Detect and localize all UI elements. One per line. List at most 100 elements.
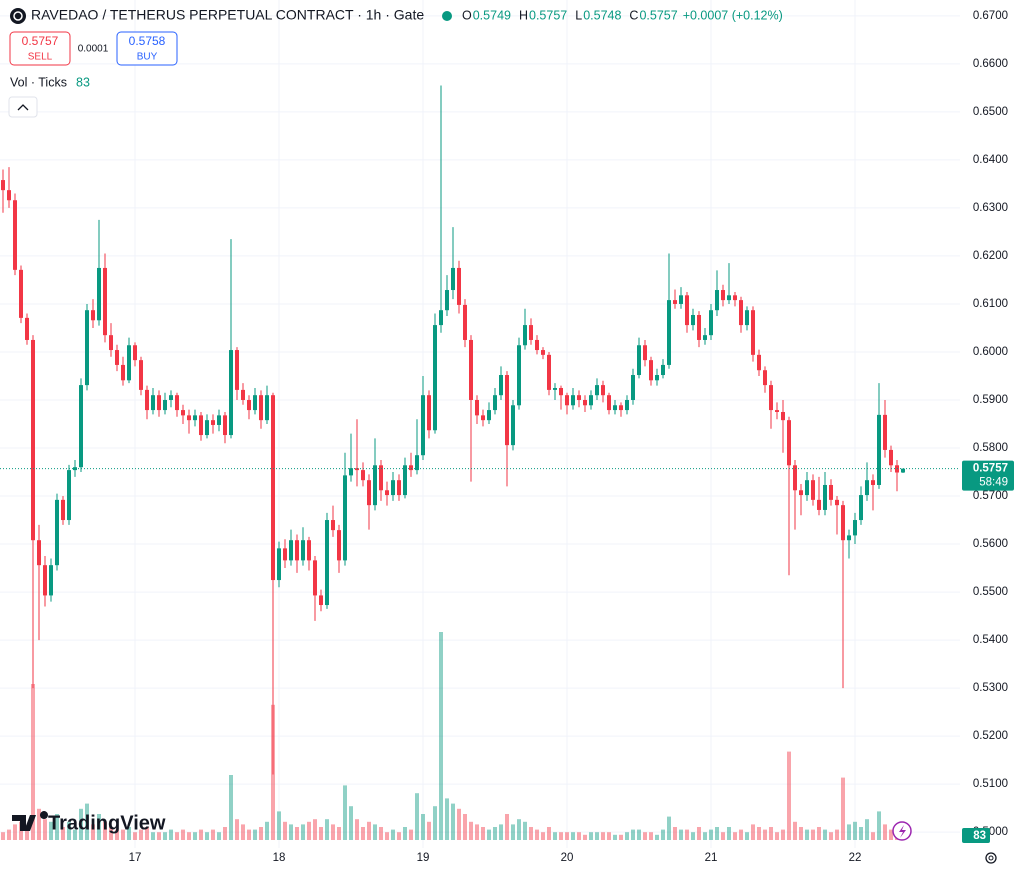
candle-body — [259, 395, 263, 421]
candle-body — [19, 269, 23, 318]
candle-body — [223, 415, 227, 436]
y-tick-label: 0.5900 — [973, 394, 1008, 406]
settings-button[interactable] — [985, 852, 997, 864]
candle-body — [241, 389, 245, 400]
candle-body — [865, 480, 869, 496]
sell-button[interactable] — [9, 31, 71, 66]
volume-bar — [427, 821, 431, 840]
candle-body — [361, 470, 365, 481]
candle-body — [121, 364, 125, 381]
candle-body — [169, 395, 173, 400]
ohlc-key: C — [629, 8, 638, 22]
time-axis: 17 18 19 20 21 22 — [129, 852, 862, 864]
settings-icon — [988, 855, 994, 861]
volume-bar — [763, 829, 767, 840]
volume-bar — [655, 834, 659, 840]
volume-bar — [829, 832, 833, 840]
y-tick-label: 0.6500 — [973, 106, 1008, 118]
candle-body — [1, 180, 5, 191]
candle-body — [451, 267, 455, 291]
candle-body — [757, 354, 761, 371]
volume-bar — [889, 829, 893, 840]
candle-body — [151, 395, 155, 411]
candle-body — [175, 395, 179, 411]
volume-bar — [589, 832, 593, 840]
volume-bar — [397, 832, 401, 840]
volume-bar — [613, 834, 617, 840]
volume-legend[interactable]: Vol · Ticks — [10, 75, 67, 89]
candle-body — [343, 475, 347, 561]
volume-bar — [553, 832, 557, 840]
collapse-button[interactable] — [8, 96, 38, 118]
candle-body — [187, 415, 191, 421]
volume-bar — [787, 751, 791, 840]
volume-bar — [565, 832, 569, 840]
candle-body — [733, 295, 737, 301]
candle-body — [703, 335, 707, 340]
ohlc-value: 0.5757 — [639, 8, 677, 22]
volume-bar — [121, 829, 125, 840]
volume-bar — [169, 829, 173, 840]
price-axis: 0.50000.51000.52000.53000.54000.55000.56… — [962, 10, 1014, 843]
candle-body — [691, 314, 695, 326]
volume-bar — [241, 824, 245, 840]
sell-price: 0.5757 — [22, 34, 59, 48]
volume-bar — [307, 821, 311, 840]
ohlc-legend: O 0.5749 H 0.5757 L 0.5748 C 0.5757 +0.0007 (+0.… — [462, 8, 783, 22]
candle-body — [835, 499, 839, 506]
volume-bar — [541, 832, 545, 840]
y-tick-label: 0.5200 — [973, 730, 1008, 742]
candle-body — [715, 290, 719, 311]
y-tick-label: 0.5500 — [973, 586, 1008, 598]
y-tick-label: 0.6000 — [973, 346, 1008, 358]
volume-bar — [643, 832, 647, 840]
volume-bar — [451, 803, 455, 840]
volume-bar — [481, 827, 485, 840]
volume-bar — [499, 824, 503, 840]
volume-bar — [703, 832, 707, 840]
volume-bar — [751, 824, 755, 840]
candle-body — [559, 387, 563, 396]
volume-bar — [187, 832, 191, 840]
lightning-icon — [899, 825, 906, 838]
volume-bar — [193, 832, 197, 840]
candle-body — [103, 267, 107, 336]
candle-body — [661, 364, 665, 376]
volume-bar — [85, 803, 89, 840]
volume-bar — [733, 832, 737, 840]
volume-bar — [805, 829, 809, 840]
volume-layer — [1, 632, 905, 840]
candle-body — [769, 385, 773, 411]
volume-bar — [871, 832, 875, 840]
volume-bar — [139, 829, 143, 840]
status-dot — [442, 11, 452, 21]
candle-body — [61, 499, 65, 521]
volume-bar — [265, 821, 269, 840]
volume-bar — [529, 827, 533, 840]
candle-body — [37, 540, 41, 566]
buy-label: BUY — [137, 52, 158, 63]
candle-body — [85, 310, 89, 386]
candle-body — [475, 399, 479, 416]
buy-button[interactable] — [116, 31, 178, 66]
volume-bar — [523, 821, 527, 840]
candle-body — [403, 465, 407, 496]
candle-body — [571, 395, 575, 406]
chart-title[interactable]: RAVEDAO / TETHERUS PERPETUAL CONTRACT · … — [31, 7, 424, 23]
candle-body — [463, 304, 467, 340]
candle-body — [667, 300, 671, 365]
candle-body — [793, 465, 797, 491]
volume-bar — [379, 827, 383, 840]
volume-bar — [709, 829, 713, 840]
volume-bar — [577, 832, 581, 840]
volume-bar — [385, 832, 389, 840]
candle-body — [235, 350, 239, 390]
volume-bar — [151, 832, 155, 840]
candle-body — [799, 490, 803, 496]
ohlc-value: 0.5757 — [529, 8, 567, 22]
candle-body — [91, 310, 95, 321]
volume-bar — [349, 806, 353, 840]
volume-bar — [283, 821, 287, 840]
volume-bar — [847, 824, 851, 840]
